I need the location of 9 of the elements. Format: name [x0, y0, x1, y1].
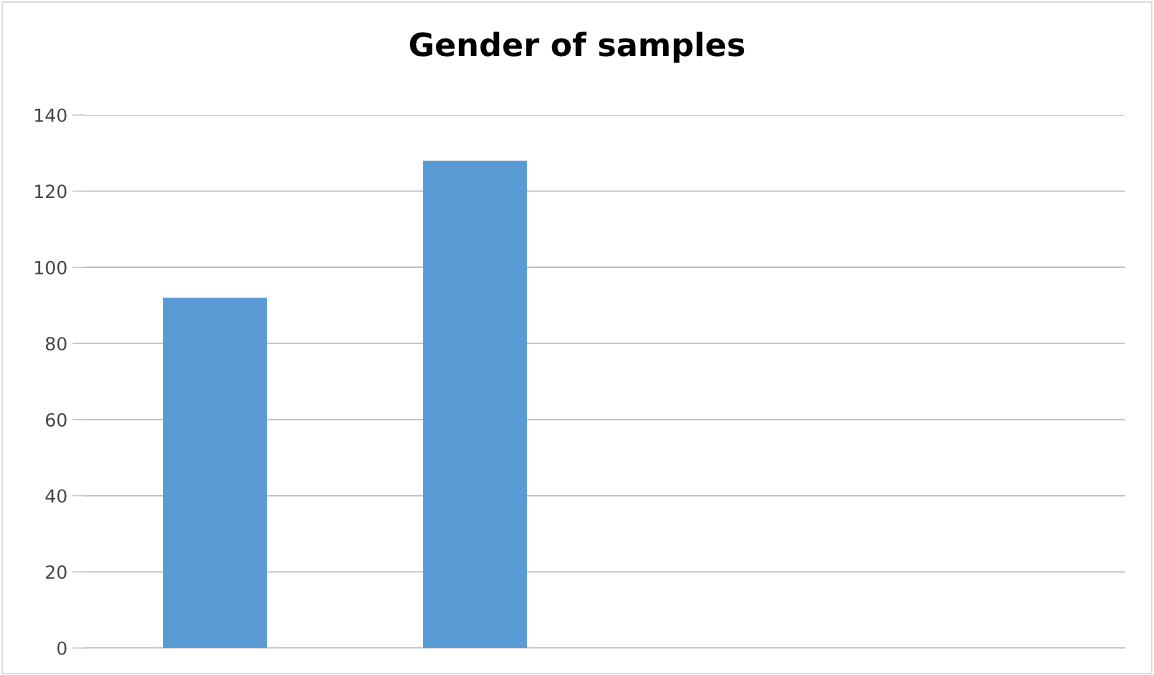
y-tick-label: 80: [45, 336, 67, 351]
y-tick-label: 20: [45, 565, 67, 579]
chart-title: Gender of samples: [409, 31, 745, 63]
y-tick-label: 140: [35, 108, 67, 123]
y-tick-label: 100: [35, 260, 67, 275]
y-tick-label: 60: [45, 413, 67, 427]
y-tick-label: 120: [35, 184, 67, 199]
y-tick-label: 40: [45, 489, 67, 503]
y-tick-label: 0: [57, 641, 67, 656]
